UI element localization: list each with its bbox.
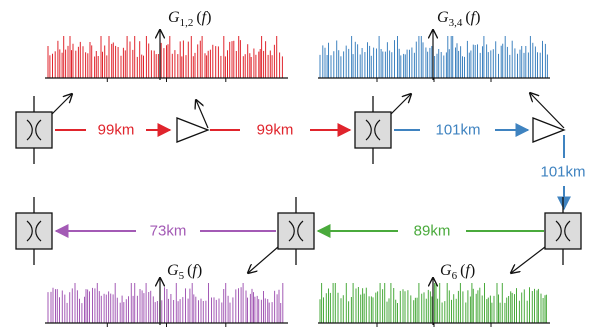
span3-label: 101km bbox=[435, 122, 480, 139]
switch-x-icon bbox=[26, 220, 42, 242]
node-2-tap-arrow bbox=[390, 94, 411, 115]
node-4 bbox=[248, 197, 315, 273]
node-1 bbox=[15, 94, 72, 164]
span4-label: 101km bbox=[540, 164, 585, 181]
span2-link: 99km bbox=[210, 122, 352, 139]
node-1-tap-arrow bbox=[51, 94, 72, 115]
spectrum-g5: G5 (f) bbox=[45, 262, 288, 327]
span1-link: 99km bbox=[55, 122, 172, 139]
spectrum-g12: G1,2 (f) bbox=[45, 9, 288, 82]
node-4-tap-arrow bbox=[248, 246, 279, 273]
amplifier-triangle-icon bbox=[176, 117, 210, 143]
switch-x-icon bbox=[288, 220, 304, 242]
spectrum-g6-label: G6 (f) bbox=[440, 262, 475, 282]
span5-link: 89km bbox=[316, 223, 544, 240]
spectrum-g34-label: G3,4 (f) bbox=[437, 9, 480, 29]
amplifier-1 bbox=[176, 100, 210, 143]
amplifier-1-tap-arrow bbox=[196, 100, 209, 129]
span2-label: 99km bbox=[257, 122, 294, 139]
switch-x-icon bbox=[26, 119, 42, 141]
span6-label: 73km bbox=[150, 223, 187, 240]
span5-label: 89km bbox=[414, 223, 451, 240]
span6-link: 73km bbox=[54, 223, 276, 240]
spectrum-g5-bars bbox=[47, 283, 284, 327]
node-2 bbox=[354, 94, 411, 164]
node-3 bbox=[511, 197, 582, 273]
spectrum-g5-label: G5 (f) bbox=[167, 262, 202, 282]
spectrum-g12-label: G1,2 (f) bbox=[168, 9, 211, 29]
spectrum-g6-bars bbox=[319, 283, 547, 327]
amplifier-2 bbox=[530, 93, 566, 143]
span4-link: 101km bbox=[540, 135, 586, 211]
spectrum-g6: G6 (f) bbox=[318, 262, 550, 327]
amplifier-2-tap-arrow bbox=[530, 93, 565, 129]
node-3-tap-arrow bbox=[511, 246, 546, 273]
span1-label: 99km bbox=[98, 122, 135, 139]
span3-link: 101km bbox=[394, 122, 530, 139]
amplifier-triangle-icon bbox=[532, 117, 566, 143]
spectrum-g34: G3,4 (f) bbox=[318, 9, 550, 82]
spectrum-g12-bars bbox=[47, 36, 283, 82]
switch-x-icon bbox=[365, 119, 381, 141]
switch-x-icon bbox=[555, 220, 571, 242]
node-5 bbox=[15, 197, 53, 265]
spectrum-g34-bars bbox=[319, 36, 548, 82]
